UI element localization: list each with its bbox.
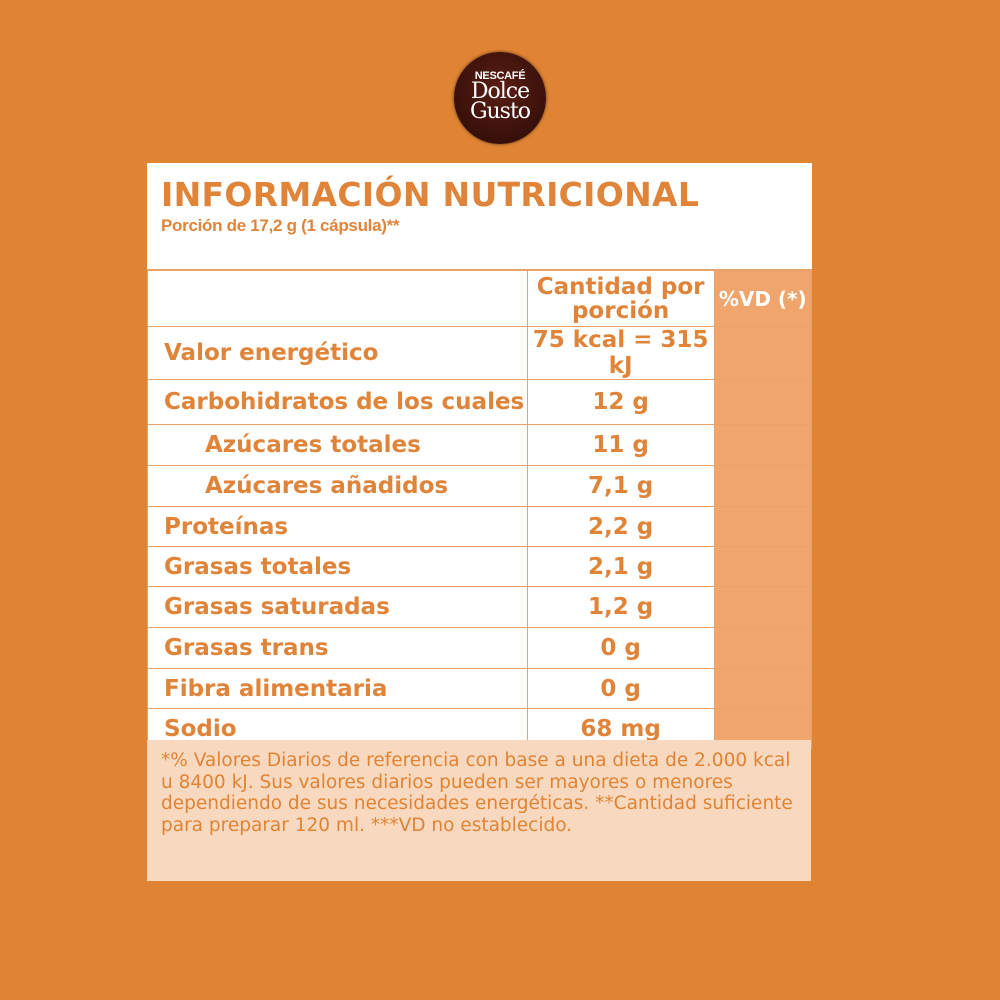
nutrient-dv [713, 379, 813, 425]
table-row: Fibra alimentaria 0 g [147, 668, 813, 709]
page-title: INFORMACIÓN NUTRICIONAL [161, 175, 700, 214]
nutrient-label: Valor energético [147, 326, 528, 380]
nutrient-value: 0 g [526, 668, 715, 709]
nutrient-dv [713, 627, 813, 669]
nutrient-value: 12 g [526, 379, 715, 425]
nutrient-dv [713, 326, 813, 380]
nescafe-dolce-gusto-logo: NESCAFÉ Dolce Gusto [454, 52, 546, 144]
nutrition-table-card: INFORMACIÓN NUTRICIONAL Porción de 17,2 … [147, 163, 813, 749]
nutrient-value: 2,1 g [526, 546, 715, 587]
nutrient-label: Fibra alimentaria [147, 668, 528, 709]
nutrient-value: 75 kcal = 315 kJ [526, 326, 715, 380]
table-row: Proteínas 2,2 g [147, 506, 813, 547]
nutrient-label: Proteínas [147, 506, 528, 547]
nutrient-dv [713, 546, 813, 587]
header-amount: Cantidad por porción [526, 270, 715, 327]
title-block: INFORMACIÓN NUTRICIONAL Porción de 17,2 … [147, 163, 812, 270]
nutrient-dv [713, 506, 813, 547]
nutrient-label: Grasas saturadas [147, 586, 528, 628]
nutrient-dv [713, 465, 813, 507]
nutrient-dv [713, 586, 813, 628]
nutrient-value: 7,1 g [526, 465, 715, 507]
nutrient-value: 1,2 g [526, 586, 715, 628]
nutrient-label: Grasas trans [147, 627, 528, 669]
nutrient-label: Azúcares añadidos [147, 465, 528, 507]
table-row: Grasas totales 2,1 g [147, 546, 813, 587]
nutrient-dv [713, 668, 813, 709]
header-blank [147, 270, 528, 327]
logo-name-2: Gusto [469, 99, 531, 124]
table-row: Valor energético 75 kcal = 315 kJ [147, 326, 813, 380]
table-row: Carbohidratos de los cuales 12 g [147, 379, 813, 425]
table-header-row: Cantidad por porción %VD (*) [147, 270, 813, 327]
header-dv: %VD (*) [713, 270, 813, 327]
logo-name-1: Dolce [470, 79, 530, 104]
nutrient-value: 11 g [526, 424, 715, 466]
table-row: Grasas trans 0 g [147, 627, 813, 669]
table-row: Azúcares totales 11 g [147, 424, 813, 466]
table-row: Grasas saturadas 1,2 g [147, 586, 813, 628]
nutrient-label: Grasas totales [147, 546, 528, 587]
logo-brand: NESCAFÉ [474, 70, 526, 82]
serving-size: Porción de 17,2 g (1 cápsula)** [161, 216, 400, 235]
nutrient-value: 2,2 g [526, 506, 715, 547]
table-row: Azúcares añadidos 7,1 g [147, 465, 813, 507]
nutrient-label: Azúcares totales [147, 424, 528, 466]
nutrition-table: Cantidad por porción %VD (*) Valor energ… [147, 270, 813, 749]
nutrient-dv [713, 424, 813, 466]
footnote: *% Valores Diarios de referencia con bas… [147, 740, 811, 881]
nutrient-label: Carbohidratos de los cuales [147, 379, 528, 425]
nutrient-value: 0 g [526, 627, 715, 669]
